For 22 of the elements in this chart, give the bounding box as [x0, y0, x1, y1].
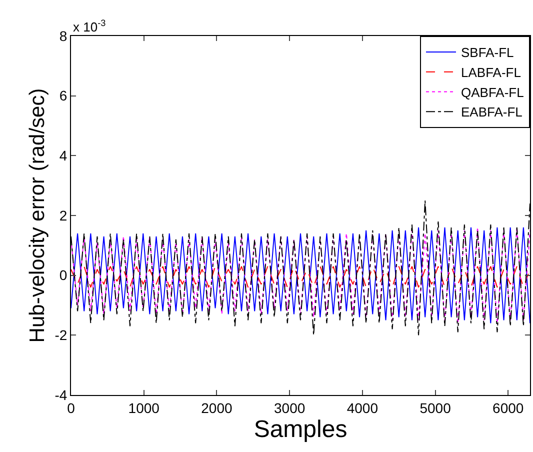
y-tick-label: 8 — [59, 28, 68, 44]
x-tick-label: 1000 — [128, 400, 160, 416]
y-axis-title: Hub-velocity error (rad/sec) — [26, 88, 49, 343]
legend-label: SBFA-FL — [461, 45, 514, 60]
line-series — [71, 226, 530, 324]
x-axis-title: Samples — [254, 416, 348, 443]
y-tick-label: -2 — [54, 327, 68, 344]
legend-label: QABFA-FL — [461, 84, 524, 100]
y-tick-label: 6 — [59, 88, 68, 104]
x-tick-label: 4000 — [346, 400, 378, 416]
y-tick-label: 0 — [59, 267, 68, 284]
x-tick-label: 6000 — [492, 400, 524, 416]
x-tick-label: 2000 — [201, 400, 232, 416]
text: x 10$^{-3}$ — [73, 18, 106, 34]
legend-label: LABFA-FL — [461, 64, 521, 80]
y-tick-label: -4 — [54, 386, 68, 403]
legend-label: EABFA-FL — [461, 104, 522, 120]
y-tick-label: 2 — [59, 207, 68, 224]
line-series — [71, 266, 530, 288]
x-tick-label: 3000 — [274, 400, 306, 416]
y-tick-label: 4 — [59, 148, 68, 164]
x-tick-label: 5000 — [420, 400, 452, 416]
